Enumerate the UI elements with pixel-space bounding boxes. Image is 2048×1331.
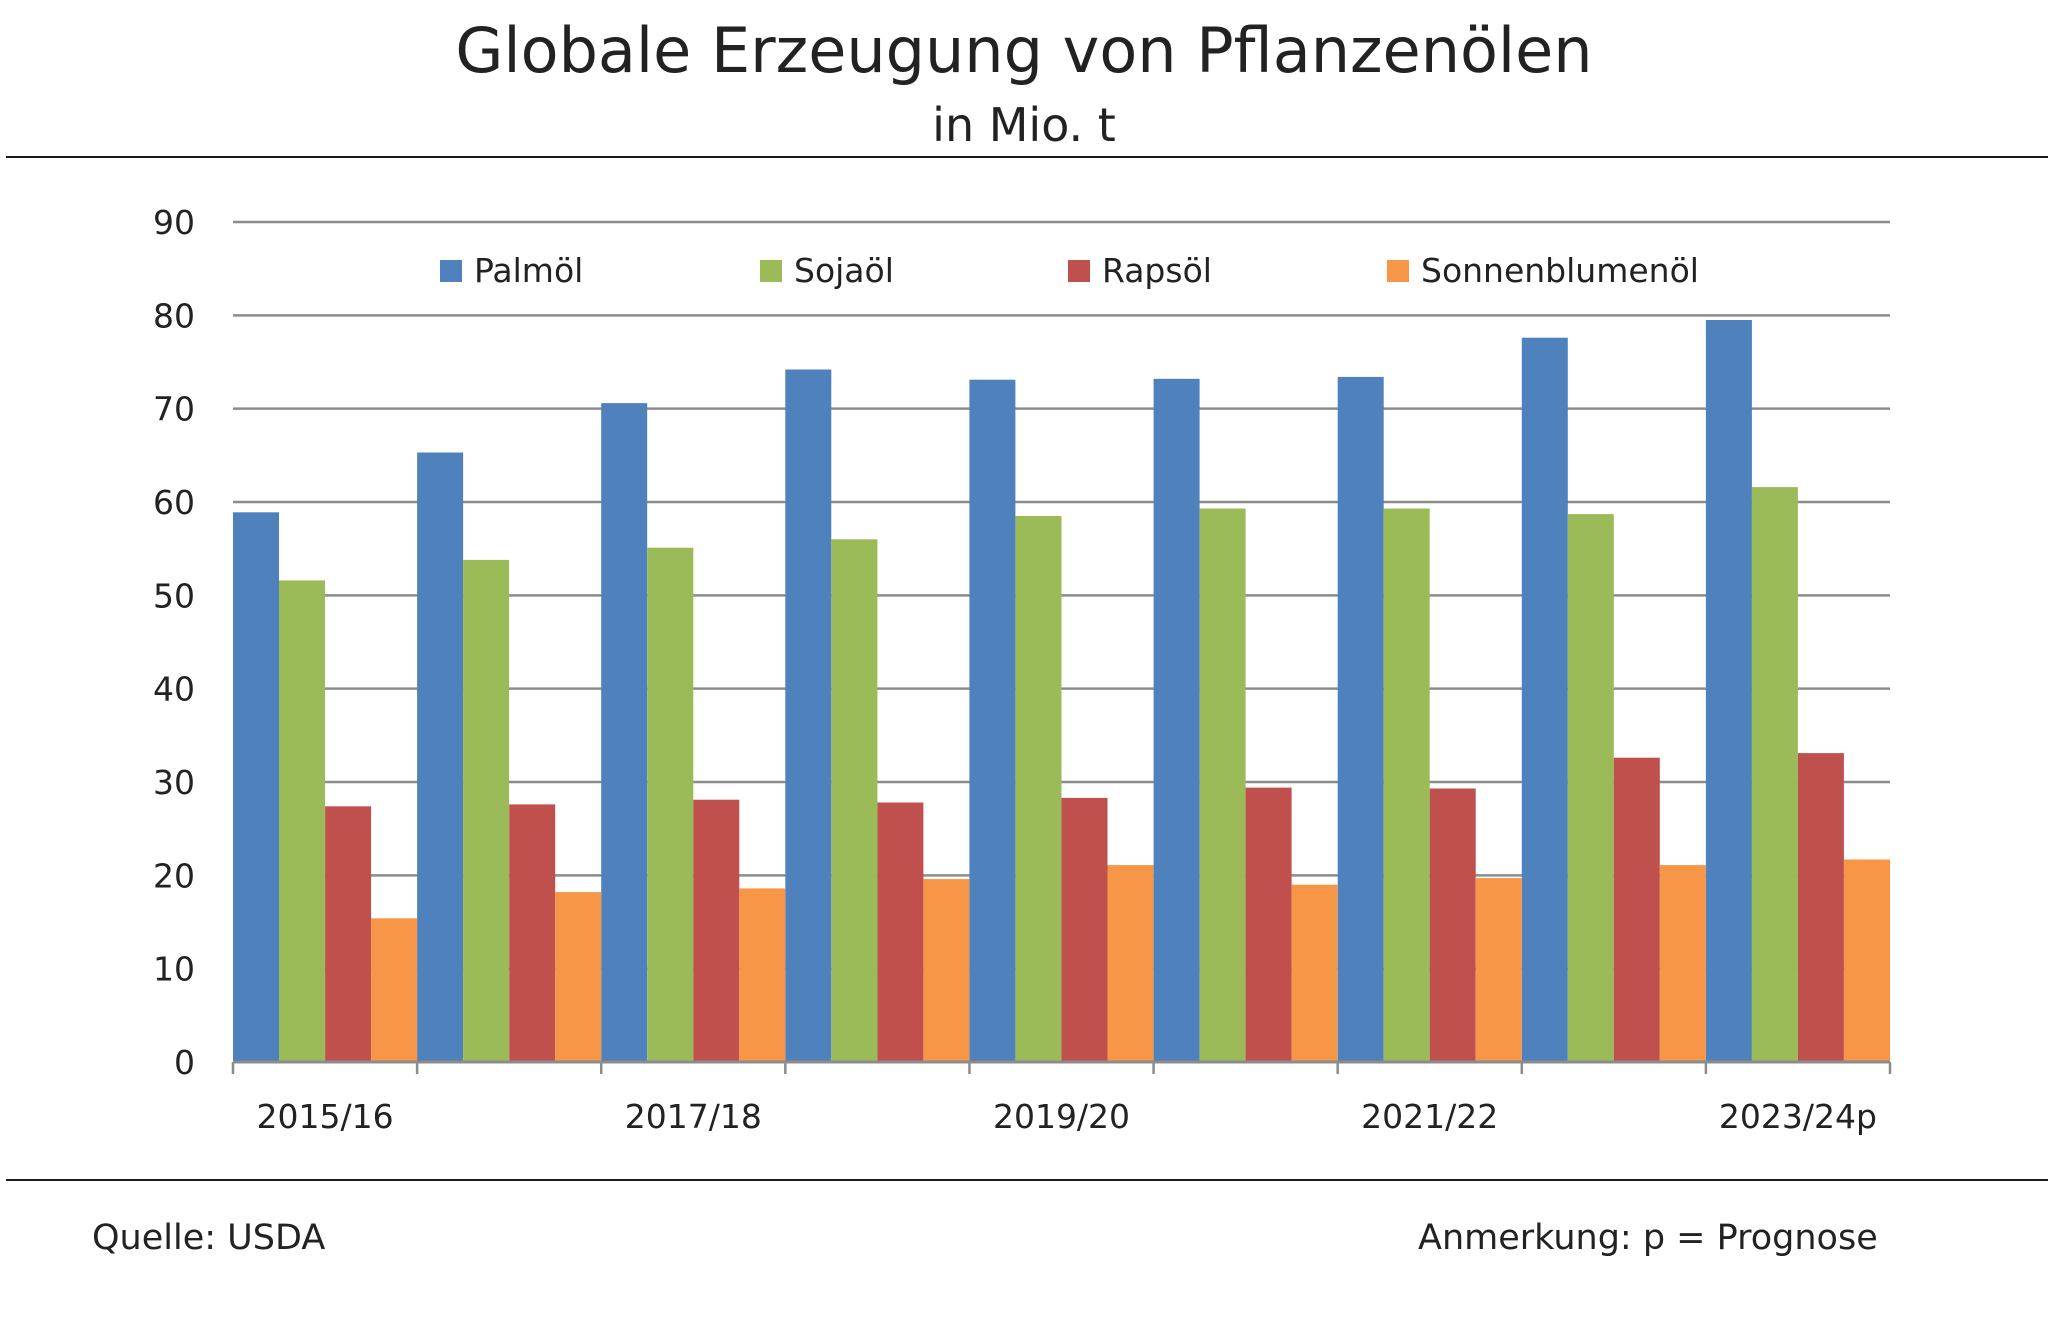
legend-label-sonnenblumenöl: Sonnenblumenöl: [1421, 251, 1699, 290]
bar-rapsöl-2015-16: [325, 806, 372, 1062]
bar-rapsöl-2016-17: [509, 804, 556, 1062]
bar-sojaöl-2016-17: [463, 559, 510, 1062]
bar-sojaöl-2019-20: [1015, 516, 1062, 1062]
x-tick-label-2023-24p: 2023/24p: [1719, 1097, 1877, 1136]
bar-palmöl-2018-19: [785, 369, 832, 1062]
bottom-divider: [6, 1179, 2048, 1181]
bar-palmöl-2022-23: [1521, 337, 1568, 1062]
bar-sojaöl-2022-23: [1567, 514, 1614, 1062]
legend-swatch-rapsöl: [1068, 260, 1090, 282]
legend-swatch-palmöl: [440, 260, 462, 282]
bar-rapsöl-2022-23: [1613, 757, 1660, 1062]
bar-sonnenblumenöl-2023-24p: [1844, 859, 1890, 1062]
bar-rapsöl-2018-19: [877, 802, 924, 1062]
y-tick-label-20: 20: [153, 856, 195, 895]
bar-sonnenblumenöl-2020-21: [1291, 884, 1338, 1062]
bar-sonnenblumenöl-2016-17: [555, 892, 602, 1062]
y-tick-label-70: 70: [153, 390, 195, 429]
bar-sonnenblumenöl-2017-18: [739, 888, 786, 1062]
bar-palmöl-2015-16: [233, 512, 279, 1062]
bar-sonnenblumenöl-2022-23: [1659, 865, 1706, 1062]
legend-label-sojaöl: Sojaöl: [794, 251, 894, 290]
bar-palmöl-2020-21: [1153, 378, 1200, 1062]
bar-sonnenblumenöl-2021-22: [1475, 878, 1522, 1062]
bar-palmöl-2021-22: [1337, 376, 1384, 1062]
bar-palmöl-2023-24p: [1705, 320, 1752, 1062]
bar-sonnenblumenöl-2018-19: [923, 879, 970, 1062]
y-tick-label-10: 10: [153, 950, 195, 989]
y-tick-label-0: 0: [174, 1043, 195, 1082]
bar-sojaöl-2018-19: [831, 539, 878, 1062]
y-tick-label-30: 30: [153, 763, 195, 802]
y-tick-label-60: 60: [153, 483, 195, 522]
y-tick-label-80: 80: [153, 296, 195, 335]
bar-rapsöl-2019-20: [1061, 797, 1108, 1062]
y-tick-label-50: 50: [153, 576, 195, 615]
bar-sojaöl-2021-22: [1383, 508, 1430, 1062]
top-divider: [6, 156, 2048, 158]
chart-title: Globale Erzeugung von Pflanzenölen: [455, 14, 1593, 87]
bar-sonnenblumenöl-2015-16: [371, 918, 418, 1062]
bar-sojaöl-2023-24p: [1751, 487, 1798, 1063]
bar-rapsöl-2021-22: [1429, 788, 1476, 1062]
x-tick-label-2019-20: 2019/20: [993, 1097, 1130, 1136]
legend-swatch-sojaöl: [760, 260, 782, 282]
bar-rapsöl-2017-18: [693, 799, 740, 1062]
bar-sojaöl-2020-21: [1199, 508, 1246, 1062]
bar-palmöl-2017-18: [601, 403, 648, 1063]
y-tick-label-40: 40: [153, 670, 195, 709]
legend-label-palmöl: Palmöl: [474, 251, 583, 290]
bar-rapsöl-2023-24p: [1797, 753, 1844, 1062]
source-note: Quelle: USDA: [92, 1218, 326, 1258]
x-tick-label-2015-16: 2015/16: [257, 1097, 394, 1136]
bar-chart: 0 10 20 30 40 50 60 70 80 90 2015/16 2017/18 2019/20…: [153, 203, 1892, 1136]
y-tick-label-90: 90: [153, 203, 195, 242]
bar-sojaöl-2017-18: [647, 547, 694, 1062]
x-tick-label-2021-22: 2021/22: [1361, 1097, 1498, 1136]
bar-sojaöl-2015-16: [279, 580, 325, 1062]
chart-subtitle: in Mio. t: [932, 98, 1116, 152]
bar-rapsöl-2020-21: [1245, 787, 1292, 1062]
bar-sonnenblumenöl-2019-20: [1107, 865, 1154, 1062]
bar-palmöl-2016-17: [417, 452, 464, 1062]
legend-swatch-sonnenblumenöl: [1387, 260, 1409, 282]
bar-palmöl-2019-20: [969, 379, 1016, 1062]
prognosis-note: Anmerkung: p = Prognose: [1418, 1218, 1878, 1258]
legend-label-rapsöl: Rapsöl: [1102, 251, 1212, 290]
x-tick-label-2017-18: 2017/18: [625, 1097, 762, 1136]
